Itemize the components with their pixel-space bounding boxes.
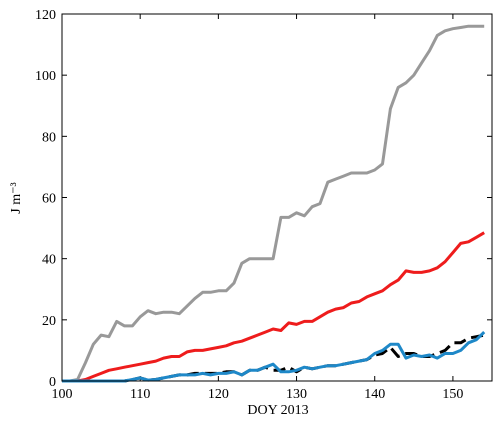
y-tick-label: 80 [42,130,56,145]
y-tick-label: 20 [42,314,56,329]
x-axis-label: DOY 2013 [247,403,308,418]
x-tick-label: 110 [130,387,150,402]
x-tick-label: 130 [286,387,307,402]
y-tick-label: 100 [35,69,56,84]
series-line [62,24,485,383]
x-tick-label: 140 [364,387,385,402]
series-line [62,231,485,383]
series-line [62,331,486,383]
y-tick-label: 120 [35,8,56,23]
y-tick-label: 0 [49,375,56,390]
series-line [62,333,485,383]
y-axis-label: J m⁻³ [9,182,24,213]
y-tick-label: 40 [42,253,56,268]
x-tick-label: 120 [208,387,229,402]
x-tick-label: 150 [442,387,463,402]
x-tick-label: 100 [52,387,73,402]
plot-frame [61,13,493,382]
y-tick-label: 60 [42,192,56,207]
